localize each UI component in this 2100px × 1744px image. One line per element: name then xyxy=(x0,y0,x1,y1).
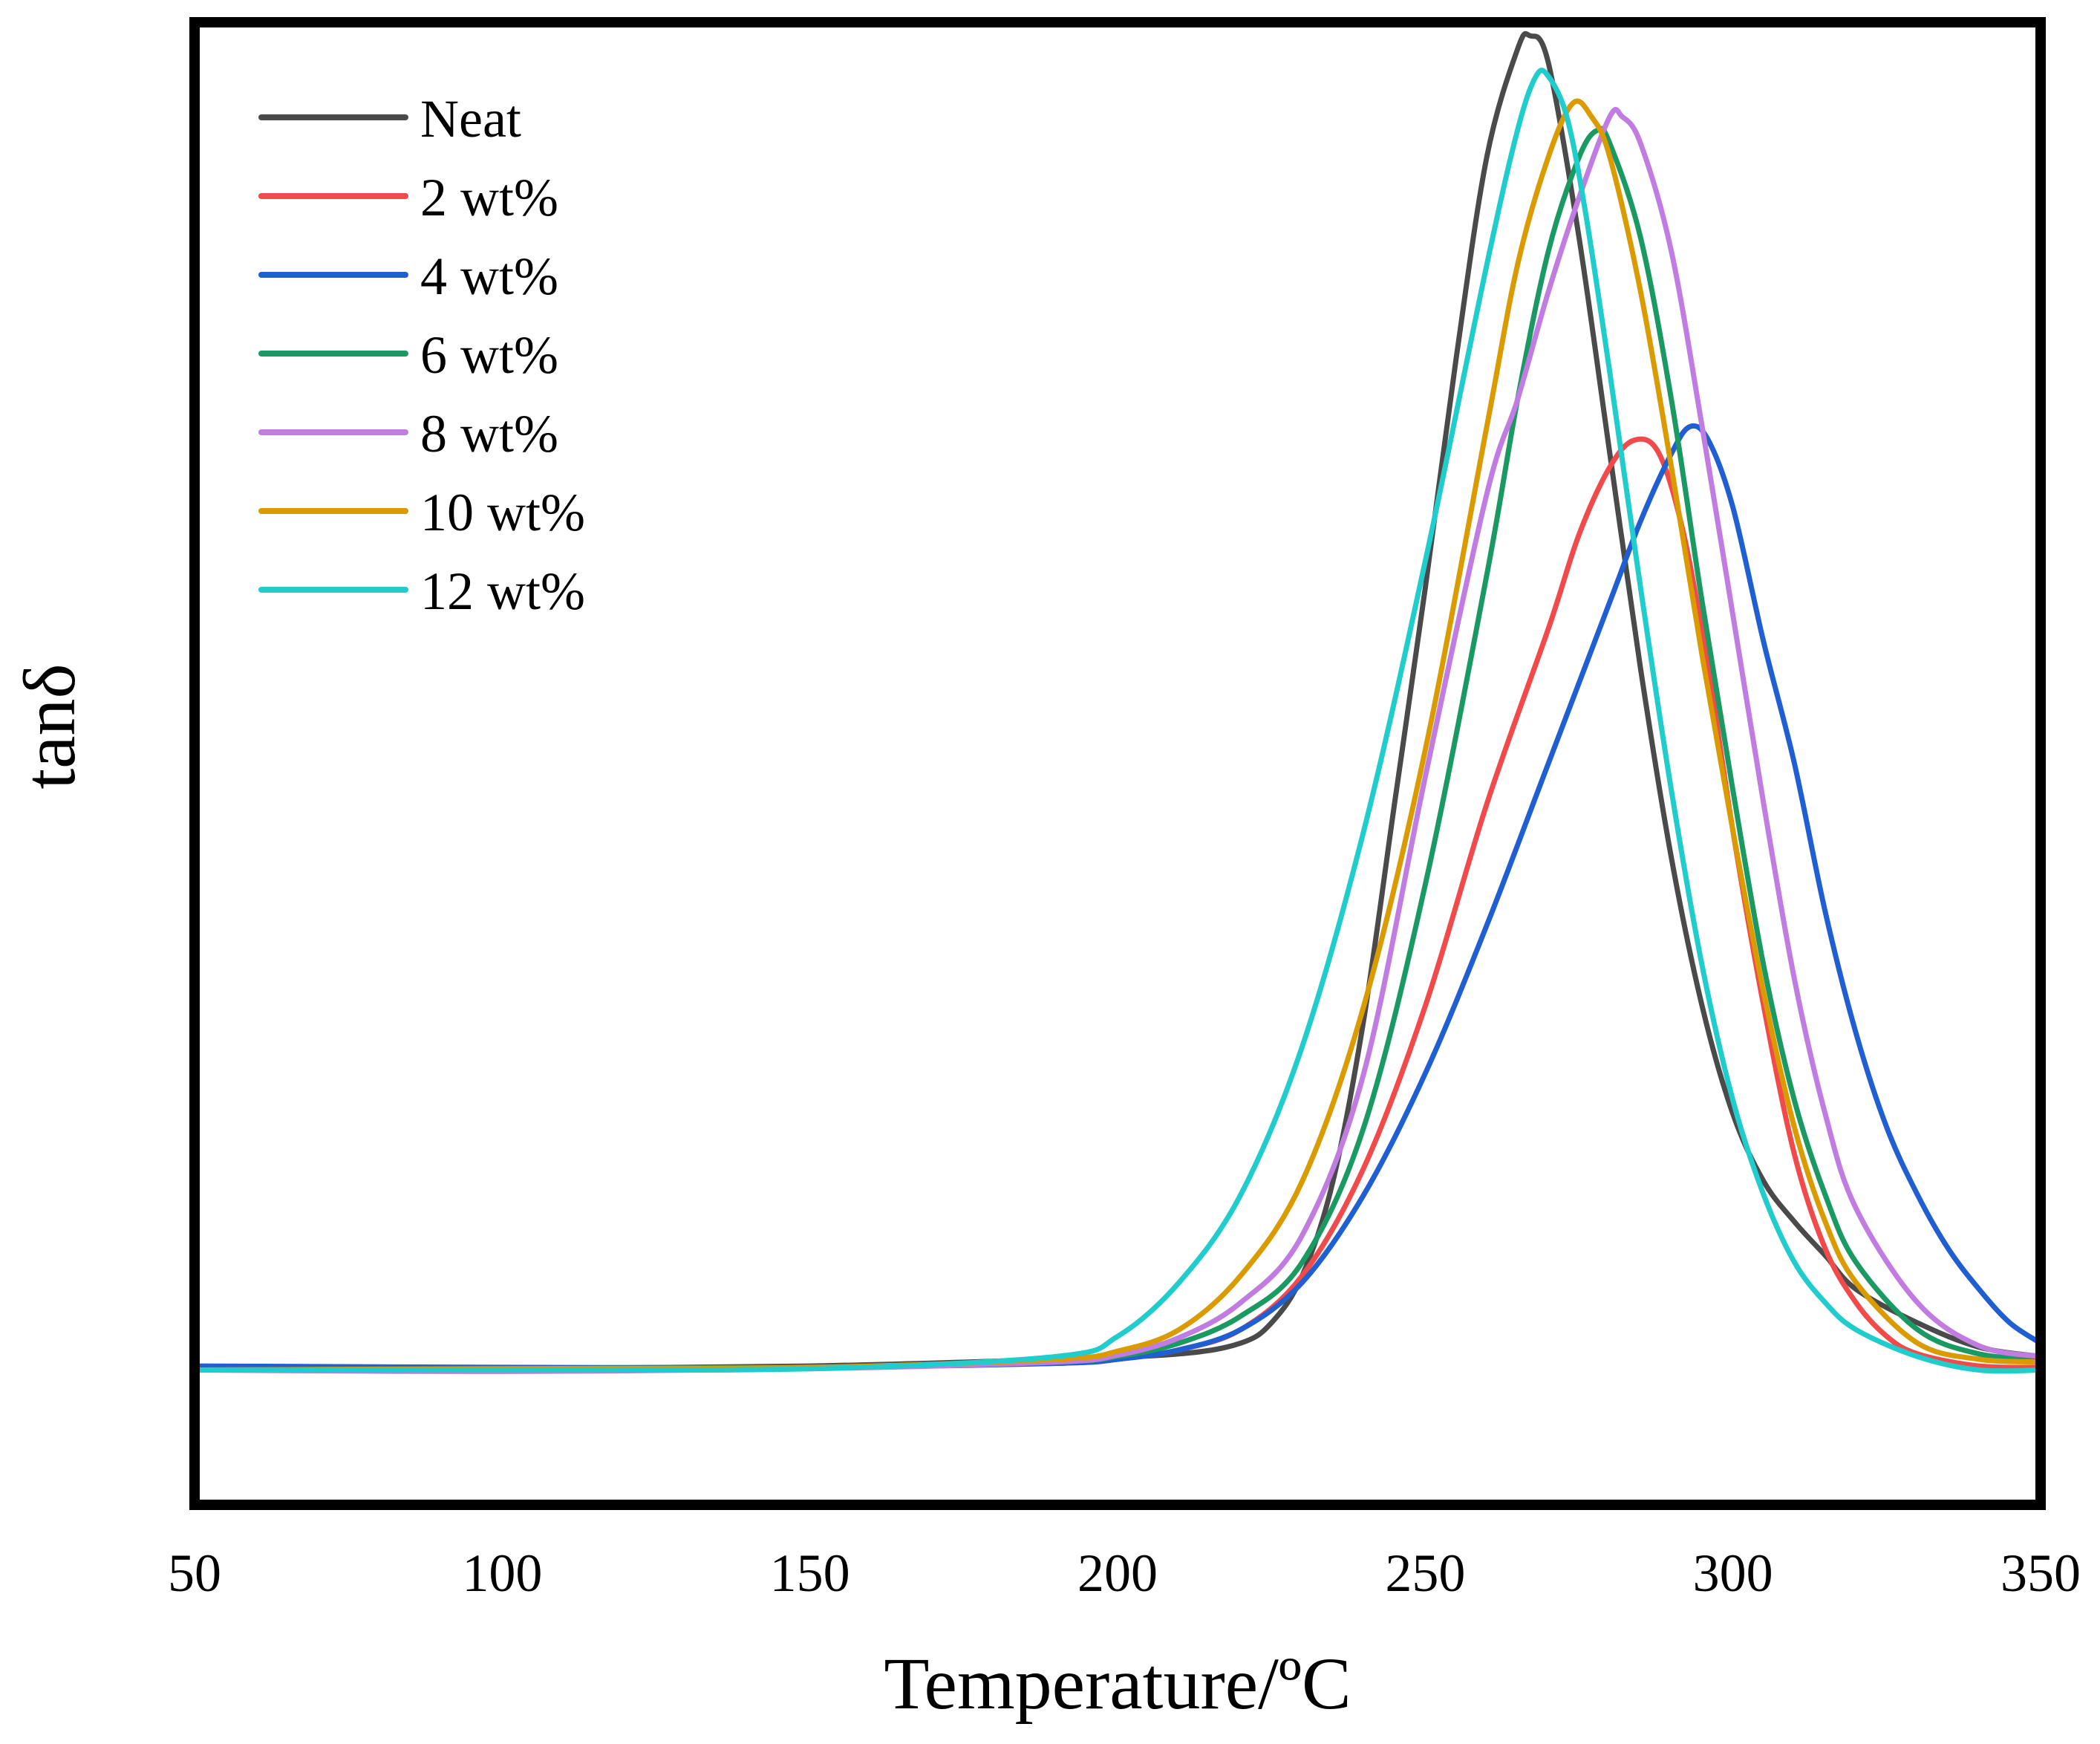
legend-item: Neat xyxy=(258,89,521,149)
series-layer xyxy=(194,31,2042,1374)
series-line-8-wt xyxy=(194,106,2041,1374)
x-tick-label: 350 xyxy=(2000,1543,2081,1603)
legend-label: 2 wt% xyxy=(420,168,558,227)
x-tick-labels: 50 100 150 200 250 300 350 xyxy=(168,1543,2081,1603)
legend-item: 8 wt% xyxy=(258,404,558,463)
legend: Neat 2 wt% 4 wt% 6 wt% 8 wt% 10 wt% 12 wt% xyxy=(258,89,585,621)
legend-label: 6 wt% xyxy=(420,325,558,385)
y-axis-title: tanδ xyxy=(8,663,91,789)
x-tick-label: 300 xyxy=(1693,1543,1773,1603)
legend-label: 10 wt% xyxy=(420,483,585,542)
x-tick-label: 250 xyxy=(1385,1543,1465,1603)
x-tick-label: 50 xyxy=(168,1543,221,1603)
x-tick-label: 200 xyxy=(1077,1543,1158,1603)
legend-item: 10 wt% xyxy=(258,483,585,542)
legend-label: 8 wt% xyxy=(420,404,558,463)
x-tick-label: 150 xyxy=(770,1543,850,1603)
legend-label: 12 wt% xyxy=(420,562,585,621)
legend-label: Neat xyxy=(420,89,521,149)
legend-item: 6 wt% xyxy=(258,325,558,385)
series-line-10-wt xyxy=(194,98,2041,1373)
legend-item: 12 wt% xyxy=(258,562,585,621)
legend-item: 2 wt% xyxy=(258,168,558,227)
plot-frame xyxy=(189,17,2046,1510)
legend-item: 4 wt% xyxy=(258,247,558,306)
series-line-12-wt xyxy=(194,68,2041,1374)
legend-label: 4 wt% xyxy=(420,247,558,306)
x-tick-label: 100 xyxy=(462,1543,542,1603)
series-line-neat xyxy=(194,31,2041,1373)
x-axis-title: Temperature/ºC xyxy=(884,1642,1351,1725)
